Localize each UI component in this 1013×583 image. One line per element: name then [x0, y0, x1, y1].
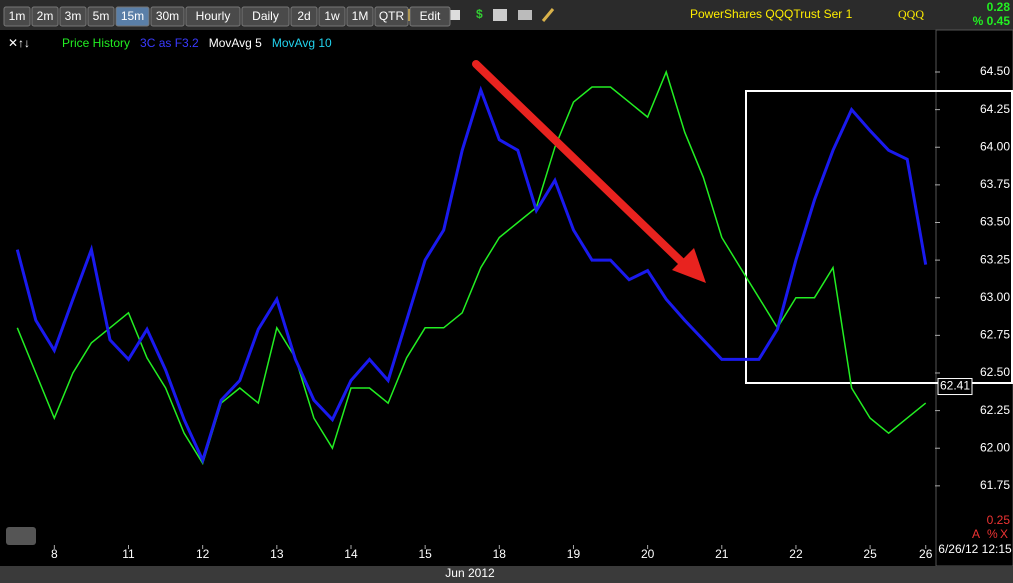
toolbar-button-label[interactable]: 2m — [37, 9, 54, 23]
y-tick-label: 63.50 — [980, 215, 1010, 229]
x-tick-label: 14 — [344, 547, 358, 561]
toolbar-button-label[interactable]: Hourly — [196, 9, 231, 23]
time-bar — [0, 566, 1013, 583]
symbol: QQQ — [898, 7, 924, 21]
price-axis — [935, 29, 1013, 567]
legend-entry: 3C as F3.2 — [140, 36, 199, 50]
toolbar-button-label[interactable]: Edit — [420, 9, 441, 23]
series-line — [15, 85, 928, 465]
change-pct: % 0.45 — [973, 14, 1011, 28]
y-tick-label: 63.25 — [980, 252, 1010, 266]
toolbar-button-label[interactable]: 1M — [352, 9, 369, 23]
toolbar-button[interactable] — [59, 6, 87, 27]
toolbar-button[interactable] — [31, 6, 59, 27]
icon[interactable] — [493, 9, 507, 21]
toolbar-button[interactable] — [115, 6, 150, 27]
y-tick-label: 62.75 — [980, 328, 1010, 342]
corner-button[interactable]: X — [1000, 527, 1008, 541]
y-tick-label: 62.00 — [980, 440, 1010, 454]
x-axis-label: Jun 2012 — [445, 566, 495, 580]
y-tick-label: 64.50 — [980, 64, 1010, 78]
y-tick-label: 64.25 — [980, 102, 1010, 116]
toolbar-button[interactable] — [290, 6, 318, 27]
toolbar-button-label[interactable]: 2d — [297, 9, 310, 23]
series-line — [16, 69, 927, 466]
toolbar-button[interactable] — [318, 6, 346, 27]
x-tick-label: 8 — [51, 547, 58, 561]
timestamp: 6/26/12 12:15 — [938, 542, 1012, 556]
legend-icons[interactable]: ✕↑↓ — [8, 36, 30, 50]
y-tick-label: 63.75 — [980, 177, 1010, 191]
toolbar-button-label[interactable]: 1w — [324, 9, 340, 23]
x-tick-label: 11 — [122, 547, 135, 561]
x-tick-label: 15 — [418, 547, 432, 561]
y-tick-label: 62.25 — [980, 403, 1010, 417]
x-tick-label: 25 — [863, 547, 877, 561]
x-tick-label: 19 — [567, 547, 581, 561]
toolbar-button-label[interactable]: 3m — [65, 9, 82, 23]
corner-button[interactable]: % — [987, 527, 998, 541]
y-tick-label: 64.00 — [980, 139, 1010, 153]
corner-button[interactable]: A — [972, 527, 980, 541]
toolbar-button-label[interactable]: Daily — [252, 9, 279, 23]
x-tick-label: 12 — [196, 547, 210, 561]
toolbar-button-label[interactable]: 15m — [121, 9, 144, 23]
toolbar-button-label[interactable]: 1m — [9, 9, 26, 23]
toolbar-button[interactable] — [374, 6, 409, 27]
icon[interactable] — [518, 10, 532, 20]
toolbar-button[interactable] — [185, 6, 241, 27]
x-tick-label: 18 — [493, 547, 507, 561]
icon[interactable] — [541, 8, 555, 22]
legend-entry: Price History — [62, 36, 130, 50]
y-tick-label: 61.75 — [980, 478, 1010, 492]
change: 0.28 — [987, 0, 1011, 14]
annotation-arrow — [472, 60, 706, 283]
instrument-name: PowerShares QQQTrust Ser 1 — [690, 7, 853, 21]
x-tick-label: 13 — [270, 547, 284, 561]
x-tick-label: 26 — [919, 547, 933, 561]
toolbar-button[interactable] — [346, 6, 374, 27]
toolbar-button[interactable] — [409, 6, 451, 27]
scroll-button[interactable] — [6, 527, 36, 545]
y-tick-label: 62.50 — [980, 365, 1010, 379]
toolbar-button-label[interactable]: 30m — [156, 9, 179, 23]
highlight-box — [745, 90, 1013, 384]
legend-entry: MovAvg 5 — [209, 36, 262, 50]
x-tick-label: 20 — [641, 547, 655, 561]
arrow-head — [672, 248, 706, 283]
corner-value: 0.25 — [987, 513, 1011, 527]
price-tag-label: 62.41 — [940, 379, 970, 393]
toolbar-button[interactable] — [3, 6, 31, 27]
toolbar-button[interactable] — [87, 6, 115, 27]
icon[interactable] — [446, 10, 460, 20]
price-tag — [937, 378, 973, 396]
y-tick-label: 63.00 — [980, 290, 1010, 304]
toolbar-button[interactable] — [241, 6, 290, 27]
legend-entry: MovAvg 10 — [272, 36, 332, 50]
toolbar-button-label[interactable]: 5m — [93, 9, 110, 23]
x-tick-label: 21 — [715, 547, 729, 561]
toolbar-button[interactable] — [150, 6, 185, 27]
icon[interactable]: $ — [476, 7, 483, 21]
toolbar-button-label[interactable]: QTR — [379, 9, 405, 23]
x-tick-label: 22 — [789, 547, 803, 561]
arrow-shaft — [472, 60, 694, 274]
